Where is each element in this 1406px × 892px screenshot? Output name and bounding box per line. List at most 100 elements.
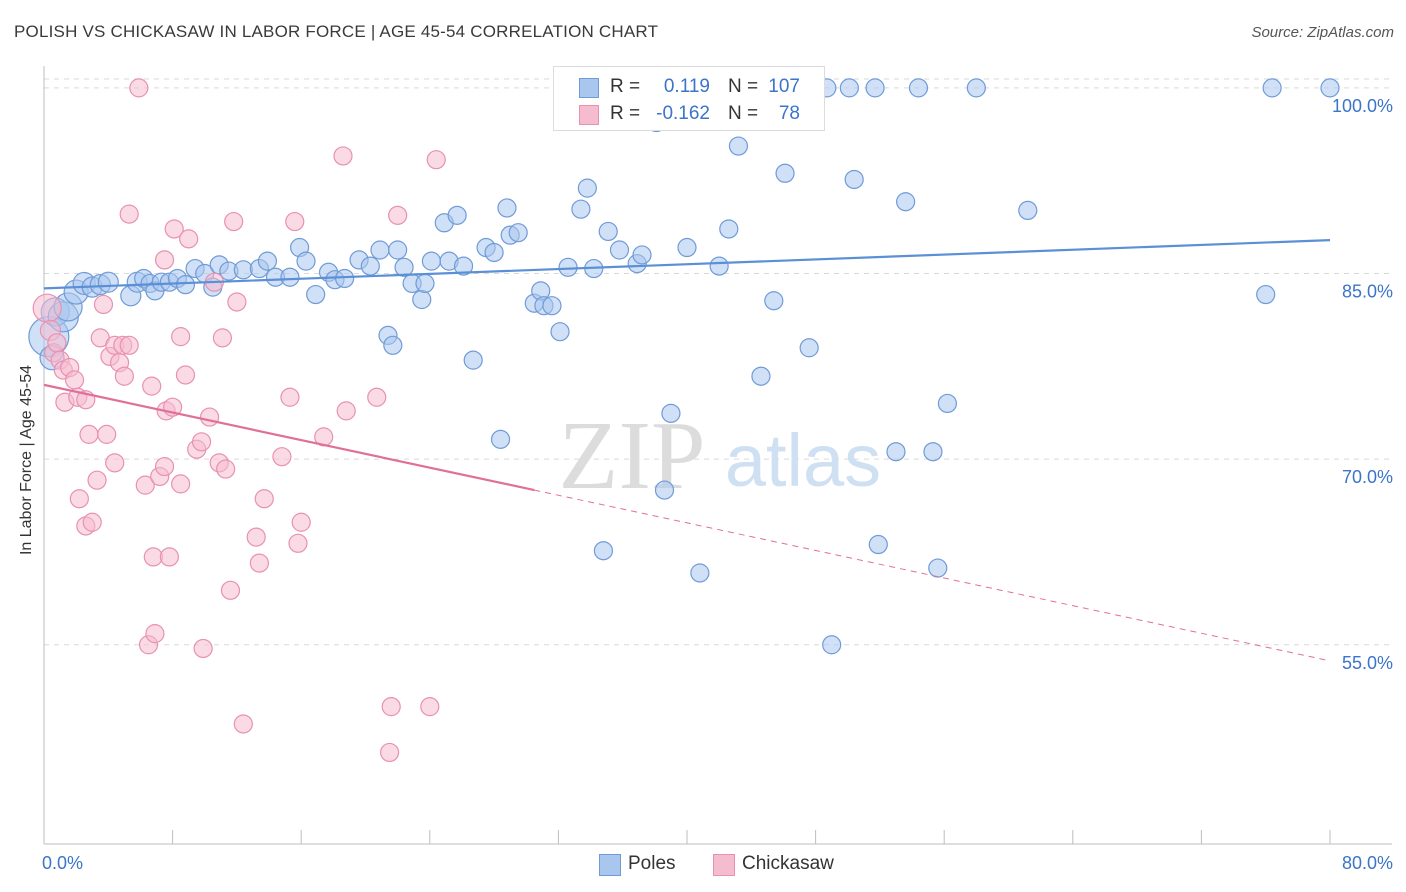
poles-point	[415, 273, 435, 294]
chickasaw-point	[159, 547, 179, 567]
poles-point	[558, 257, 578, 277]
chickasaw-point	[199, 407, 220, 427]
poles-point	[632, 245, 652, 265]
chickasaw-point	[254, 489, 274, 509]
legend-label: Poles	[628, 853, 676, 874]
chickasaw-point	[171, 474, 191, 494]
chickasaw-point	[272, 447, 292, 467]
chickasaw-point	[220, 580, 241, 600]
chickasaw-point	[191, 432, 212, 452]
poles-swatch	[579, 78, 599, 98]
chickasaw-point	[291, 512, 311, 532]
chart-title: POLISH VS CHICKASAW IN LABOR FORCE | AGE…	[14, 22, 659, 41]
poles-point	[654, 480, 675, 500]
n-value: 78	[778, 103, 800, 124]
n-value: 107	[768, 76, 800, 97]
chickasaw-point	[420, 697, 440, 717]
chickasaw-point	[212, 328, 233, 348]
chickasaw-point	[336, 401, 356, 421]
x-tick-label: 80.0%	[1342, 853, 1393, 873]
chickasaw-point	[87, 470, 107, 490]
y-tick-label: 55.0%	[1342, 653, 1393, 673]
poles-point	[839, 78, 859, 98]
poles-point	[844, 169, 864, 190]
grid-lines	[44, 78, 1392, 646]
n-label: N =	[728, 103, 759, 124]
chickasaw-point	[135, 475, 155, 495]
poles-point	[593, 541, 614, 561]
chickasaw-point	[154, 250, 175, 270]
chickasaw-point	[388, 205, 408, 225]
chickasaw-point	[233, 714, 253, 734]
chickasaw-point	[380, 742, 400, 763]
trend-lines	[43, 239, 1331, 662]
chickasaw-point	[333, 146, 353, 166]
poles-point	[542, 296, 562, 316]
chickasaw-point	[145, 624, 165, 644]
poles-point	[550, 322, 570, 342]
axes	[43, 66, 1392, 845]
chickasaw-point	[179, 229, 199, 249]
poles-point	[923, 442, 943, 462]
poles-point	[257, 251, 278, 271]
chickasaw-trend-extension	[534, 489, 1331, 662]
poles-point	[490, 429, 511, 449]
poles-point	[1320, 78, 1340, 98]
poles-point	[719, 219, 739, 239]
x-tick-label: 0.0%	[42, 853, 83, 873]
chickasaw-point	[32, 293, 62, 323]
r-label: R =	[610, 103, 641, 124]
poles-point	[360, 256, 380, 276]
chickasaw-point	[64, 370, 85, 390]
watermark: ZIP atlas	[559, 402, 882, 510]
poles-point	[484, 242, 504, 263]
poles-point	[728, 136, 749, 156]
poles-point	[370, 240, 390, 260]
tick-labels: 55.0% 70.0% 85.0% 100.0% 0.0% 80.0%	[42, 96, 1393, 873]
poles-point	[394, 257, 414, 277]
poles-point	[497, 198, 517, 218]
stats-row-poles: R = 0.119 N = 107	[554, 73, 824, 101]
chickasaw-point	[105, 453, 125, 473]
poles-point	[751, 366, 771, 386]
chickasaw-point	[143, 547, 163, 567]
chickasaw-point	[285, 211, 305, 232]
source-label: Source: ZipAtlas.com	[1251, 24, 1394, 41]
poles-point	[886, 442, 906, 462]
chart-legend: Poles Chickasaw	[0, 852, 1406, 878]
poles-point	[421, 251, 442, 271]
poles-point	[233, 260, 253, 280]
chickasaw-point	[171, 327, 191, 347]
y-tick-label: 85.0%	[1342, 282, 1393, 302]
stats-legend: R = 0.119 N = 107 R = -0.162 N = 78	[553, 66, 825, 131]
poles-point	[865, 78, 885, 98]
poles-point	[412, 289, 432, 310]
chickasaw-point	[154, 456, 175, 477]
poles-point	[661, 403, 681, 423]
watermark-atlas: atlas	[725, 419, 881, 502]
chickasaw-point	[47, 333, 67, 353]
poles-point	[571, 199, 591, 219]
chickasaw-trend-line	[43, 383, 535, 492]
n-label: N =	[728, 76, 759, 97]
chickasaw-point	[280, 387, 300, 407]
poles-point	[868, 534, 888, 555]
chickasaw-point	[224, 211, 244, 232]
chickasaw-point	[93, 294, 114, 315]
chickasaw-point	[246, 527, 266, 547]
poles-point	[1256, 284, 1276, 305]
chickasaw-point	[193, 638, 213, 659]
chickasaw-point	[142, 376, 162, 396]
chickasaw-point	[227, 292, 247, 312]
poles-point	[383, 335, 403, 355]
poles-point	[822, 635, 842, 655]
chickasaw-point	[129, 78, 149, 98]
poles-point	[937, 393, 958, 414]
chickasaw-point	[97, 424, 117, 444]
chickasaw-point	[367, 387, 387, 407]
r-label: R =	[610, 76, 641, 97]
poles-point	[609, 240, 630, 260]
chickasaw-point	[175, 365, 196, 385]
legend-swatch-poles	[599, 854, 621, 876]
